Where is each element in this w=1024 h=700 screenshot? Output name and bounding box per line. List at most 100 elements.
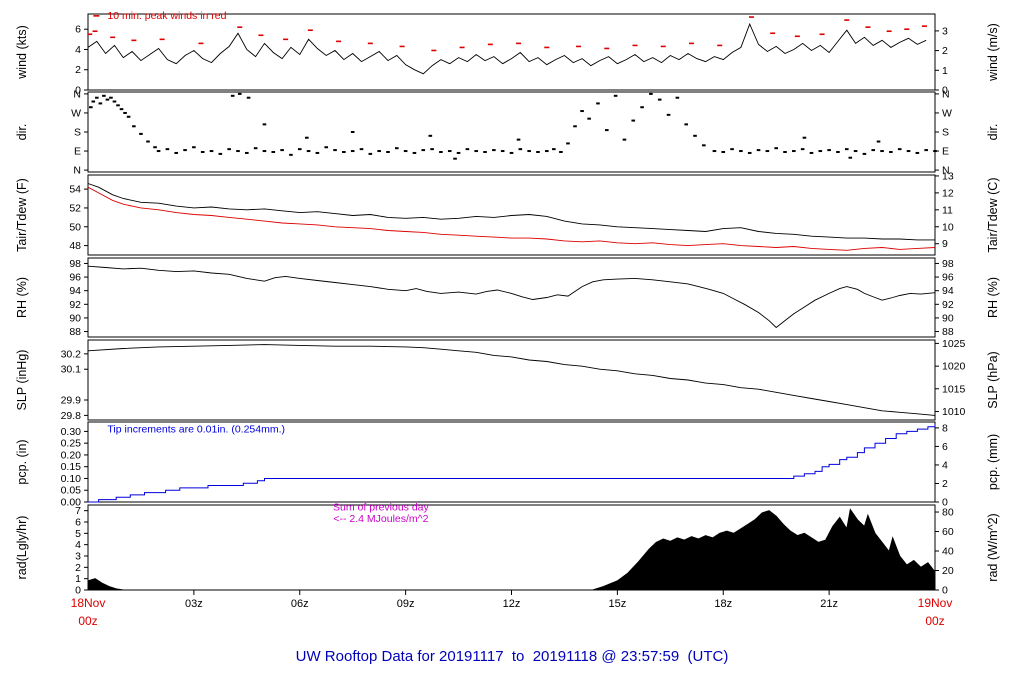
tick-label-right: 90 (942, 312, 954, 324)
tick-label-left: 6 (75, 517, 81, 529)
series-peak-wind (87, 16, 927, 52)
tick-label-left: 0.00 (61, 497, 82, 509)
tick-label-left: N (73, 88, 81, 100)
axis-label-right: rad (W/m^2) (986, 513, 1000, 581)
tick-label-right: N (942, 165, 950, 177)
tick-label-left: 96 (69, 272, 81, 284)
tick-label-right: E (942, 146, 949, 158)
tick-label-left: 48 (69, 240, 81, 252)
x-tick-label: 03z (185, 598, 203, 610)
tick-label-right: 4 (942, 459, 948, 471)
tick-label-right: 6 (942, 441, 948, 453)
tick-label-right: 80 (942, 507, 954, 519)
x-tick-label: 19Nov (918, 596, 953, 610)
tick-label-left: 29.8 (61, 410, 82, 422)
x-tick-label: 12z (503, 598, 521, 610)
tick-label-right: 40 (942, 546, 954, 558)
series-solar-radiation (87, 508, 936, 591)
tick-label-right: 1010 (942, 406, 966, 418)
tick-label-left: 6 (75, 24, 81, 36)
axis-label-left: RH (%) (15, 277, 29, 318)
x-tick-label: 18z (714, 598, 732, 610)
axis-label-right: RH (%) (986, 277, 1000, 318)
tick-label-left: 52 (69, 202, 81, 214)
tick-label-left: 30.2 (61, 348, 82, 360)
tick-label-left: 50 (69, 221, 81, 233)
tick-label-left: 2 (75, 562, 81, 574)
tick-label-right: 0 (942, 497, 948, 509)
series-precip (88, 424, 936, 503)
tick-label-right: 92 (942, 299, 954, 311)
tick-label-left: 1 (75, 573, 81, 585)
tick-label-left: 5 (75, 528, 81, 540)
panel-temp: 48 50 52 54 9 10 11 12 13 Tair/Tdew (F) Tair/Tdew … (15, 170, 1000, 256)
tick-label-left: 7 (75, 505, 81, 517)
tick-label-right: 12 (942, 187, 954, 199)
axis-label-left: rad(Lgly/hr) (15, 516, 29, 580)
series-tdew (87, 186, 936, 251)
tick-label-right: 2 (942, 45, 948, 57)
tick-label-left: W (71, 107, 81, 119)
tick-label-left: 94 (69, 285, 81, 297)
tick-label-left: 0.30 (61, 426, 82, 438)
tick-label-left: E (74, 146, 81, 158)
tick-label-right: 88 (942, 326, 954, 338)
tick-label-right: 8 (942, 422, 948, 434)
tick-label-left: 0 (75, 585, 81, 597)
tick-label-right: N (942, 88, 950, 100)
tick-label-left: 54 (69, 184, 81, 196)
tick-label-right: 10 (942, 221, 954, 233)
axis-label-right: SLP (hPa) (986, 351, 1000, 408)
series-wind-speed (87, 22, 927, 75)
axis-label-right: Tair/Tdew (C) (986, 177, 1000, 252)
x-tick-label: 15z (609, 598, 627, 610)
series-slp (87, 344, 936, 416)
tick-label-left: 29.9 (61, 395, 82, 407)
tick-label-left: 88 (69, 326, 81, 338)
tick-label-right: 98 (942, 258, 954, 270)
axis-label-left: pcp. (in) (15, 439, 29, 484)
tick-label-right: 0 (942, 85, 948, 97)
tick-label-right: 1015 (942, 383, 966, 395)
series-wind-direction (89, 92, 937, 160)
tick-label-left: 4 (75, 44, 81, 56)
tick-label-right: 96 (942, 272, 954, 284)
axis-label-left: Tair/Tdew (F) (15, 178, 29, 252)
axis-label-right: wind (m/s) (986, 23, 1000, 82)
tick-label-left: 98 (69, 258, 81, 270)
tick-label-right: 13 (942, 170, 954, 182)
x-tick-label: 06z (291, 598, 309, 610)
annotation-wind: 10 min. peak winds in red (107, 10, 226, 22)
axis-label-right: pcp. (mm) (986, 434, 1000, 490)
axis-label-right: dir. (986, 124, 1000, 141)
axis-label-left: dir. (15, 124, 29, 141)
x-tick-label: 18Nov (71, 596, 106, 610)
tick-label-right: 0 (942, 585, 948, 597)
tick-label-left: 90 (69, 312, 81, 324)
x-tick-label: 21z (820, 598, 838, 610)
tick-label-right: 2 (942, 478, 948, 490)
tick-label-right: 60 (942, 526, 954, 538)
x-tick-label: 09z (397, 598, 415, 610)
tick-label-left: 0.05 (61, 485, 82, 497)
annotation-rad: Sum of previous day (333, 502, 429, 514)
panel-wind: 0 2 4 6 0 1 2 3 wind (kts) wind (m/s) 10 min. peak… (15, 10, 1000, 96)
tick-label-left: 30.1 (61, 364, 82, 376)
tick-label-left: 2 (75, 64, 81, 76)
tick-label-left: 0.20 (61, 449, 82, 461)
panel-pcp: 0.000.050.100.150.200.250.30 0 2 4 6 8 pcp. (i… (15, 421, 1000, 509)
tick-label-right: 9 (942, 238, 948, 250)
tick-label-left: 0 (75, 85, 81, 97)
tick-label-right: 20 (942, 565, 954, 577)
tick-label-left: 4 (75, 539, 81, 551)
series-tair (87, 183, 935, 241)
series-rh (87, 265, 936, 329)
tick-label-right: 1020 (942, 361, 966, 373)
tick-label-right: 1025 (942, 338, 966, 350)
x-tick-label2: 00z (925, 614, 944, 628)
annotation-rad: <-- 2.4 MJoules/m^2 (333, 513, 428, 525)
annotation-pcp: Tip increments are 0.01in. (0.254mm.) (107, 424, 285, 436)
